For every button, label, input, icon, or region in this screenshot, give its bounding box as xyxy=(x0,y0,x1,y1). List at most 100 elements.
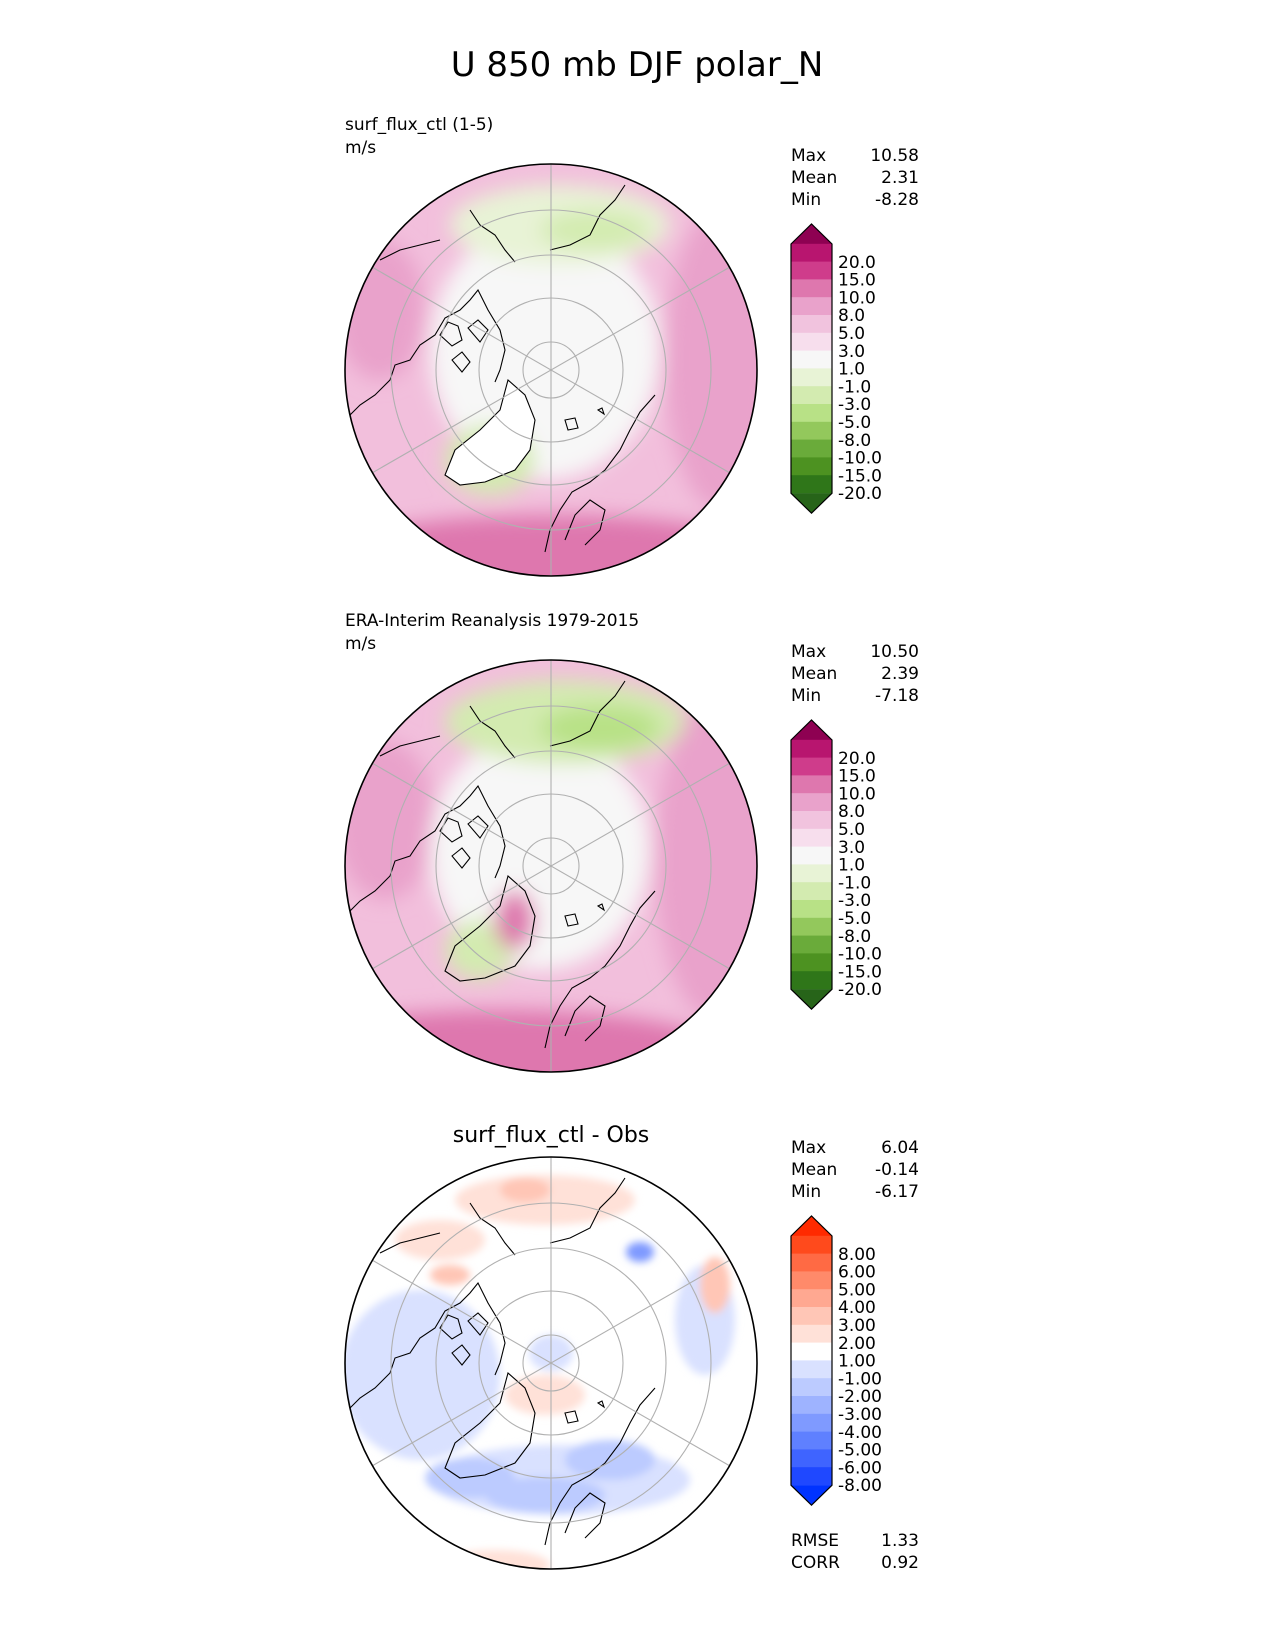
colorbar-tick-label: 10.0 xyxy=(838,288,876,308)
colorbar-segment xyxy=(791,775,832,794)
colorbar-tick-label: 5.0 xyxy=(838,324,865,344)
stat-value: -8.28 xyxy=(875,190,919,210)
alaska xyxy=(469,1202,516,1256)
colorbar-extend-top xyxy=(791,224,832,244)
stat-value: 10.58 xyxy=(870,146,919,166)
lat-lon-grid xyxy=(371,660,731,1072)
colorbar-extend-bottom xyxy=(791,1485,832,1506)
field-region xyxy=(665,210,757,510)
field-region xyxy=(430,1265,470,1285)
colorbar-extend-bottom xyxy=(791,989,832,1010)
colorbar-segment xyxy=(791,1235,832,1254)
colorbar-segment xyxy=(791,935,832,954)
colorbar-segment xyxy=(791,828,832,847)
panel-subtitle-1: surf_flux_ctl (1-5) xyxy=(345,115,493,135)
colorbar-segment xyxy=(791,439,832,458)
colorbar-tick-label: -15.0 xyxy=(838,962,882,982)
colorbar-segment xyxy=(791,1378,832,1397)
stat-label: Mean xyxy=(791,168,837,188)
colorbar-segment xyxy=(791,1307,832,1326)
colorbar-outline xyxy=(790,1215,833,1507)
lat-lon-grid xyxy=(371,1157,731,1569)
archipelago xyxy=(439,319,489,373)
field-region xyxy=(700,1257,730,1313)
colorbar-tick-label: -8.0 xyxy=(838,927,871,947)
colorbar-tick-label: -8.0 xyxy=(838,431,871,451)
polar-map xyxy=(345,164,757,576)
meridian xyxy=(371,762,731,970)
asia-north xyxy=(549,1177,626,1244)
alaska xyxy=(469,705,516,759)
stat-value: 0.92 xyxy=(881,1553,919,1573)
field-region xyxy=(430,220,660,480)
field-region xyxy=(345,1290,500,1460)
field-region xyxy=(505,1375,585,1415)
colorbar-extend-top xyxy=(791,720,832,740)
colorbar-tick-label: 6.00 xyxy=(838,1263,876,1283)
eurasia-coast xyxy=(544,1387,656,1546)
colorbar-segment xyxy=(791,846,832,865)
greenland-outline xyxy=(444,378,536,486)
stat-label: RMSE xyxy=(791,1531,839,1551)
stat-label: Max xyxy=(791,146,826,166)
colorbar-tick-label: -20.0 xyxy=(838,980,882,1000)
stat-label: Mean xyxy=(791,664,837,684)
colorbar-segment xyxy=(791,297,832,316)
stat-value: 2.31 xyxy=(881,168,919,188)
canada-coast xyxy=(345,288,506,421)
colorbar-segment xyxy=(791,1413,832,1432)
stat-label: CORR xyxy=(791,1553,840,1573)
colorbar-segment xyxy=(791,811,832,830)
colorbar-tick-label: 8.0 xyxy=(838,306,865,326)
field-region xyxy=(485,1477,605,1513)
field-region xyxy=(495,890,535,950)
north-america-west xyxy=(379,735,441,757)
panel-title: surf_flux_ctl - Obs xyxy=(453,1123,650,1148)
colorbar-tick-label: -3.0 xyxy=(838,891,871,911)
map-boundary xyxy=(344,163,758,577)
stat-value: 6.04 xyxy=(881,1138,919,1158)
stat-label: Max xyxy=(791,1138,826,1158)
colorbar-segment xyxy=(791,793,832,812)
colorbar-segment xyxy=(791,971,832,990)
stat-value: -0.14 xyxy=(875,1160,919,1180)
island xyxy=(564,903,606,927)
field-region xyxy=(430,730,650,970)
colorbar-segment xyxy=(791,917,832,936)
colorbar-segment xyxy=(791,1324,832,1343)
north-america-west xyxy=(379,1232,441,1254)
asia-north xyxy=(549,680,626,747)
land-outlines xyxy=(345,1177,656,1546)
colorbar-tick-label: -5.0 xyxy=(838,413,871,433)
scandinavia xyxy=(564,995,606,1042)
stat-label: Min xyxy=(791,686,821,706)
field-region xyxy=(455,1175,635,1225)
colorbar-tick-label: 3.0 xyxy=(838,342,865,362)
colorbar: 20.015.010.08.05.03.01.0-1.0-3.0-5.0-8.0… xyxy=(790,223,882,515)
colorbar-tick-label: 2.00 xyxy=(838,1334,876,1354)
colorbar-segment xyxy=(791,1396,832,1415)
colorbar-segment xyxy=(791,421,832,440)
colorbar-tick-label: 5.0 xyxy=(838,820,865,840)
archipelago xyxy=(439,815,489,869)
figure-title: U 850 mb DJF polar_N xyxy=(451,45,824,85)
colorbar-tick-label: 1.0 xyxy=(838,856,865,876)
colorbar-segment xyxy=(791,1467,832,1486)
colorbar-tick-label: -5.00 xyxy=(838,1441,882,1461)
colorbar-segment xyxy=(791,279,832,298)
colorbar-segment xyxy=(791,882,832,901)
colorbar-segment xyxy=(791,864,832,883)
field-region xyxy=(500,1178,550,1202)
field-region xyxy=(565,1440,655,1480)
colorbar-segment xyxy=(791,368,832,387)
map-boundary xyxy=(344,1156,758,1570)
colorbar-tick-label: -1.00 xyxy=(838,1369,882,1389)
meridian xyxy=(371,1259,731,1467)
stats-box: Max 10.50 Mean 2.39 Min -7.18 xyxy=(791,642,919,706)
map-boundary xyxy=(344,659,758,1073)
colorbar-segment xyxy=(791,261,832,280)
land-outlines xyxy=(345,184,656,553)
scandinavia xyxy=(564,1492,606,1539)
colorbar-segment xyxy=(791,757,832,776)
colorbar-segment xyxy=(791,1271,832,1290)
